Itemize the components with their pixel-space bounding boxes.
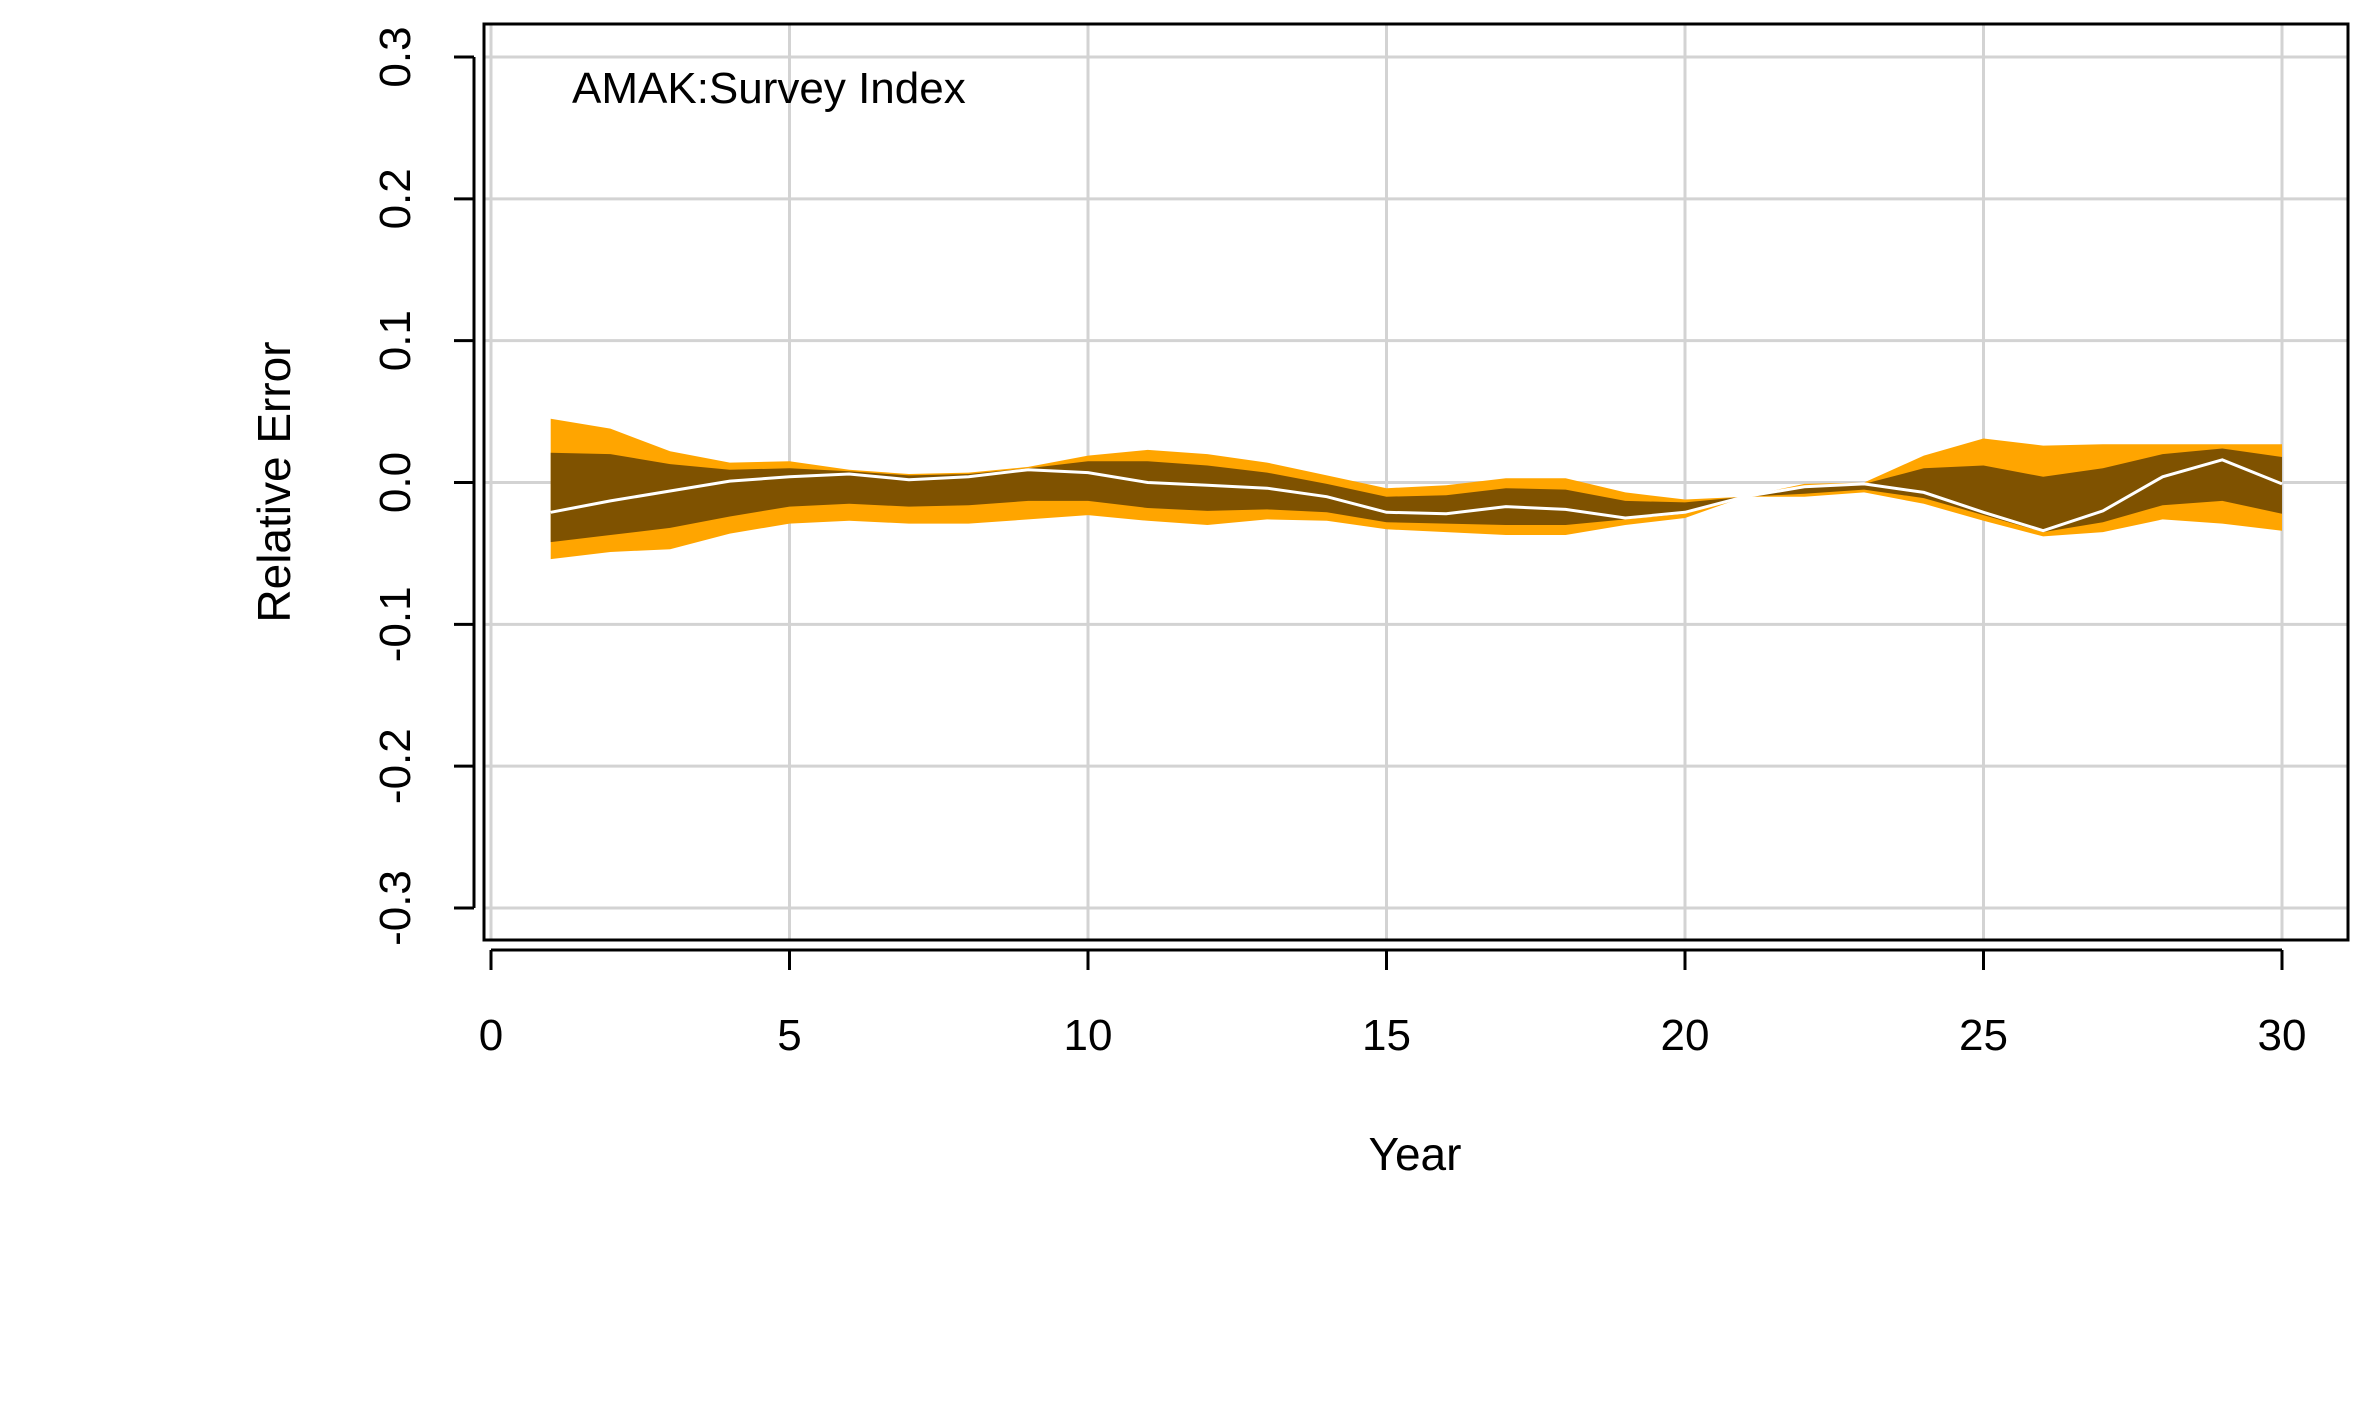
x-tick-label-2: 10 bbox=[1064, 1011, 1113, 1060]
x-axis-title: Year bbox=[1369, 1128, 1462, 1180]
x-axis: 0 5 10 15 20 25 30 bbox=[479, 950, 2307, 1060]
y-tick-label-4: 0.1 bbox=[371, 310, 420, 371]
band-layer bbox=[551, 419, 2282, 559]
y-axis-title: Relative Error bbox=[248, 341, 300, 622]
x-tick-label-1: 5 bbox=[777, 1011, 801, 1060]
y-tick-label-5: 0.2 bbox=[371, 168, 420, 229]
x-tick-label-3: 15 bbox=[1362, 1011, 1411, 1060]
y-axis: -0.3 -0.2 -0.1 0.0 0.1 0.2 0.3 bbox=[371, 26, 474, 946]
y-tick-label-0: -0.3 bbox=[371, 870, 420, 946]
x-tick-label-6: 30 bbox=[2258, 1011, 2307, 1060]
x-tick-label-0: 0 bbox=[479, 1011, 503, 1060]
x-tick-label-5: 25 bbox=[1959, 1011, 2008, 1060]
y-tick-label-1: -0.2 bbox=[371, 728, 420, 804]
x-tick-label-4: 20 bbox=[1661, 1011, 1710, 1060]
panel-label: AMAK:Survey Index bbox=[572, 64, 966, 113]
y-tick-label-2: -0.1 bbox=[371, 586, 420, 662]
y-tick-label-3: 0.0 bbox=[371, 452, 420, 513]
y-tick-label-6: 0.3 bbox=[371, 26, 420, 87]
